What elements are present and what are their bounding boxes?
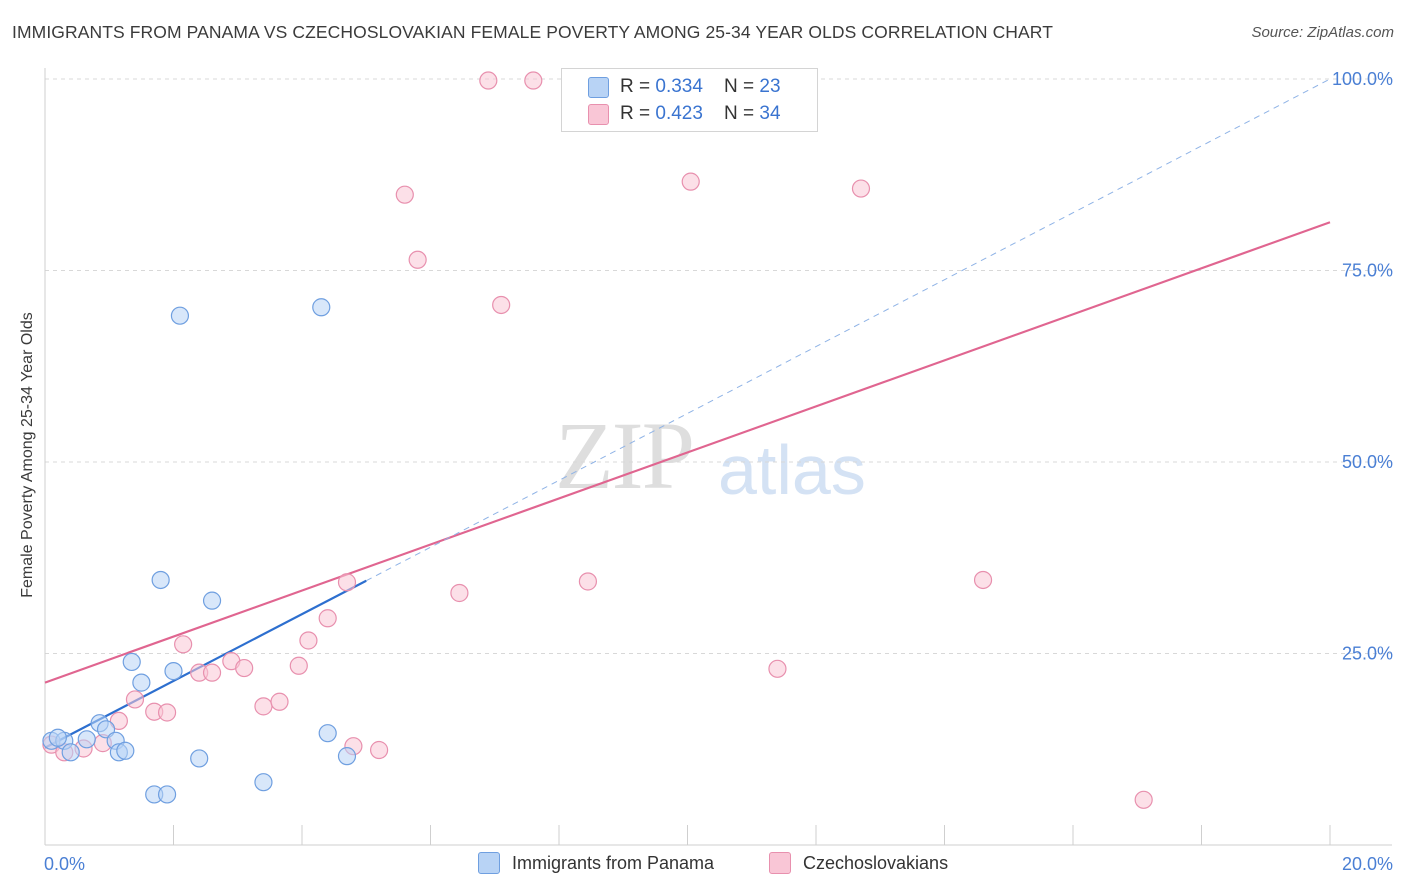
czech-point-21 bbox=[395, 185, 414, 204]
panama-point-21 bbox=[157, 785, 177, 804]
czech-point-8 bbox=[174, 635, 193, 654]
czech-legend-label: Czechoslovakians bbox=[803, 852, 949, 873]
czech-point-30 bbox=[768, 659, 787, 678]
panama-point-8 bbox=[116, 741, 135, 760]
czech-r-label: R = bbox=[620, 103, 656, 124]
czech-point-16 bbox=[299, 631, 318, 650]
czech-point-14 bbox=[270, 692, 289, 711]
czech-point-4 bbox=[109, 711, 128, 731]
panama-trend-extension bbox=[366, 78, 1331, 582]
panama-n-label: N = bbox=[724, 76, 760, 97]
axis-layer bbox=[44, 68, 1392, 846]
czech-point-31 bbox=[851, 179, 871, 198]
panama-point-15 bbox=[202, 591, 222, 610]
czech-n-label: N = bbox=[724, 103, 760, 124]
panama-point-12 bbox=[164, 662, 183, 681]
czech-point-25 bbox=[492, 295, 511, 315]
panama-point-10 bbox=[132, 673, 151, 692]
czech-point-26 bbox=[524, 71, 543, 90]
czech-point-15 bbox=[289, 656, 308, 675]
bottom-legend-panama[interactable]: Immigrants from Panama bbox=[478, 852, 714, 874]
panama-point-18 bbox=[318, 724, 337, 743]
panama-point-13 bbox=[170, 306, 190, 325]
panama-r-label: R = bbox=[620, 76, 656, 97]
czech-point-10 bbox=[202, 663, 222, 682]
panama-point-17 bbox=[312, 298, 331, 317]
x-tick-label-min: 0.0% bbox=[44, 854, 85, 874]
panama-point-19 bbox=[337, 747, 357, 766]
czech-point-20 bbox=[370, 740, 389, 760]
panama-n-value: 23 bbox=[759, 76, 781, 97]
y-tick-label-25: 25.0% bbox=[1342, 644, 1393, 664]
panama-legend-label: Immigrants from Panama bbox=[512, 852, 715, 873]
source-credit: Source: ZipAtlas.com bbox=[1251, 24, 1394, 41]
panama-point-16 bbox=[254, 773, 273, 792]
y-tick-label-50: 50.0% bbox=[1342, 452, 1393, 472]
panama-point-14 bbox=[190, 749, 209, 768]
panama-point-9 bbox=[122, 652, 141, 672]
grid-layer bbox=[45, 78, 1392, 654]
czech-point-24 bbox=[479, 71, 498, 90]
czech-point-5 bbox=[125, 690, 145, 709]
czech-point-23 bbox=[450, 583, 469, 603]
czech-point-18 bbox=[337, 573, 357, 592]
czech-point-29 bbox=[681, 172, 700, 191]
czech-n-value: 34 bbox=[759, 103, 781, 124]
bottom-legend-czech[interactable]: Czechoslovakians bbox=[769, 852, 948, 874]
panama-stats: R = 0.334 N = 23 bbox=[620, 76, 781, 98]
czech-swatch bbox=[588, 103, 609, 125]
panama-legend-swatch bbox=[478, 852, 500, 874]
czech-stats: R = 0.423 N = 34 bbox=[620, 103, 781, 125]
czech-point-33 bbox=[1134, 790, 1153, 809]
panama-point-22 bbox=[48, 728, 67, 747]
czech-point-22 bbox=[408, 250, 427, 269]
watermark-atlas: atlas bbox=[718, 431, 866, 509]
y-tick-label-100: 100.0% bbox=[1332, 69, 1393, 89]
chart-title: IMMIGRANTS FROM PANAMA VS CZECHOSLOVAKIA… bbox=[12, 22, 1054, 42]
panama-r-value: 0.334 bbox=[655, 76, 703, 97]
czech-point-32 bbox=[973, 570, 993, 590]
czech-point-7 bbox=[157, 703, 177, 722]
czech-trend-line bbox=[44, 221, 1331, 684]
panama-point-2 bbox=[61, 743, 80, 762]
czech-point-27 bbox=[578, 572, 598, 591]
panama-point-11 bbox=[151, 570, 170, 590]
czech-point-13 bbox=[254, 697, 273, 716]
czech-r-value: 0.423 bbox=[655, 103, 703, 124]
correlation-legend: R = 0.334 N = 23 R = 0.423 N = 34 bbox=[561, 68, 818, 132]
points-layer bbox=[42, 71, 1153, 809]
y-tick-label-75: 75.0% bbox=[1342, 261, 1393, 281]
panama-swatch bbox=[588, 76, 609, 98]
czech-legend-swatch bbox=[769, 852, 791, 874]
czech-point-17 bbox=[318, 609, 337, 628]
panama-point-3 bbox=[77, 730, 96, 749]
czech-point-12 bbox=[235, 658, 254, 678]
x-tick-label-max: 20.0% bbox=[1342, 854, 1393, 874]
tick-label-layer: 25.0% 50.0% 75.0% 100.0% 0.0% 20.0% bbox=[44, 69, 1393, 874]
